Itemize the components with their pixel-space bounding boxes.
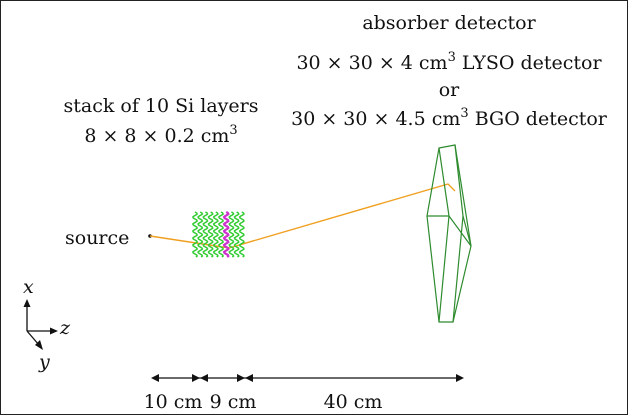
si-layer <box>207 211 214 258</box>
axis-z-label: z <box>59 317 71 339</box>
photon-track <box>149 183 456 249</box>
coordinate-axes <box>23 299 58 350</box>
axis-x-label: x <box>23 276 34 298</box>
si-layer <box>228 211 235 258</box>
absorber-detector <box>426 144 472 323</box>
distance-label-source-to-stack: 10 cm <box>144 391 203 413</box>
absorber-or-label: or <box>439 79 460 101</box>
si-layer <box>197 211 204 258</box>
distance-label-stack-to-absorber: 40 cm <box>324 391 383 413</box>
si-layer <box>217 211 225 258</box>
si-layer-highlighted <box>222 211 230 258</box>
axis-y-label: y <box>38 351 50 373</box>
si-layer <box>212 211 219 258</box>
scatterer-dims-label: 8 × 8 × 0.2 cm3 <box>84 123 237 147</box>
si-layer <box>191 211 199 258</box>
absorber-lyso-label: 30 × 30 × 4 cm3 LYSO detector <box>296 50 602 74</box>
si-layer <box>202 211 209 258</box>
scatterer-title: stack of 10 Si layers <box>64 95 259 117</box>
distance-label-stack: 9 cm <box>210 391 257 413</box>
si-layer <box>238 211 245 258</box>
si-layer-stack <box>191 211 245 258</box>
absorber-title: absorber detector <box>362 12 536 34</box>
si-layer <box>233 211 240 258</box>
distance-arrows <box>151 374 464 382</box>
source-label: source <box>65 227 129 249</box>
absorber-bgo-label: 30 × 30 × 4.5 cm3 BGO detector <box>291 106 608 130</box>
